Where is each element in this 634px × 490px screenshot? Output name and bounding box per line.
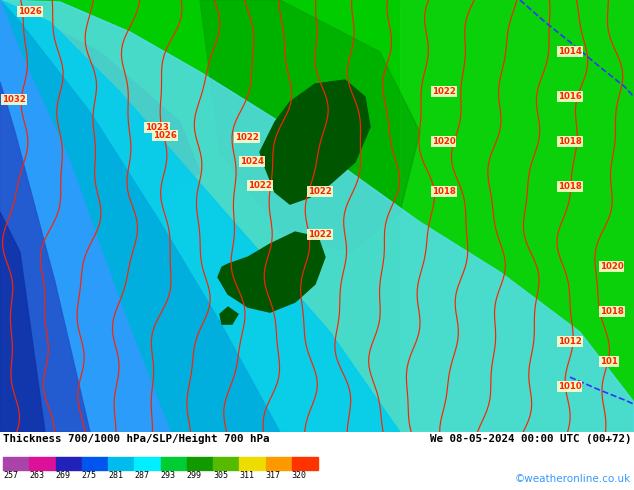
Bar	[56, 457, 82, 470]
Text: Thickness 700/1000 hPa/SLP/Height 700 hPa: Thickness 700/1000 hPa/SLP/Height 700 hP…	[3, 434, 269, 444]
Bar	[29, 457, 56, 470]
Text: 1022: 1022	[248, 181, 272, 190]
Text: 293: 293	[160, 471, 176, 480]
Text: 1022: 1022	[235, 133, 259, 142]
Bar	[239, 457, 266, 470]
Bar	[82, 457, 108, 470]
Text: 1018: 1018	[558, 182, 582, 191]
Polygon shape	[0, 0, 280, 432]
Text: 1014: 1014	[558, 47, 582, 56]
Polygon shape	[200, 0, 420, 252]
Text: ©weatheronline.co.uk: ©weatheronline.co.uk	[515, 474, 631, 484]
Polygon shape	[260, 80, 370, 204]
Text: 317: 317	[266, 471, 280, 480]
Text: 1020: 1020	[432, 137, 456, 146]
Text: 1023: 1023	[145, 123, 169, 132]
Bar	[187, 457, 213, 470]
Bar	[3, 457, 29, 470]
Text: 1020: 1020	[600, 262, 624, 271]
Bar	[0, 0, 634, 8]
Text: 269: 269	[56, 471, 70, 480]
Bar	[213, 457, 239, 470]
Text: 1024: 1024	[240, 157, 264, 166]
Bar	[134, 457, 160, 470]
Text: 1018: 1018	[600, 307, 624, 316]
Text: 275: 275	[82, 471, 97, 480]
Text: 101: 101	[600, 357, 618, 366]
Text: 1026: 1026	[18, 7, 42, 16]
Polygon shape	[218, 232, 325, 312]
Text: 1022: 1022	[432, 87, 456, 96]
Text: 1026: 1026	[153, 131, 177, 140]
Text: 1016: 1016	[558, 92, 582, 101]
Text: 1010: 1010	[558, 382, 582, 391]
Polygon shape	[0, 212, 45, 432]
Polygon shape	[0, 0, 634, 432]
Text: 311: 311	[239, 471, 254, 480]
Text: 320: 320	[292, 471, 307, 480]
Text: 281: 281	[108, 471, 123, 480]
Text: 263: 263	[29, 471, 44, 480]
Text: 1012: 1012	[558, 337, 582, 346]
Polygon shape	[220, 307, 238, 324]
Polygon shape	[0, 0, 170, 432]
Text: 287: 287	[134, 471, 149, 480]
Text: 299: 299	[187, 471, 202, 480]
Text: 1018: 1018	[558, 137, 582, 146]
Bar	[266, 457, 292, 470]
Text: 305: 305	[213, 471, 228, 480]
Polygon shape	[0, 82, 90, 432]
Bar	[160, 457, 187, 470]
Text: 1018: 1018	[432, 187, 456, 196]
Polygon shape	[0, 0, 400, 432]
Text: 257: 257	[3, 471, 18, 480]
Polygon shape	[400, 0, 634, 432]
Text: 1032: 1032	[2, 95, 26, 104]
Text: We 08-05-2024 00:00 UTC (00+72): We 08-05-2024 00:00 UTC (00+72)	[429, 434, 631, 444]
Bar	[292, 457, 318, 470]
Text: 1022: 1022	[308, 230, 332, 239]
Text: 1022: 1022	[308, 187, 332, 196]
Bar	[108, 457, 134, 470]
Polygon shape	[0, 0, 200, 202]
